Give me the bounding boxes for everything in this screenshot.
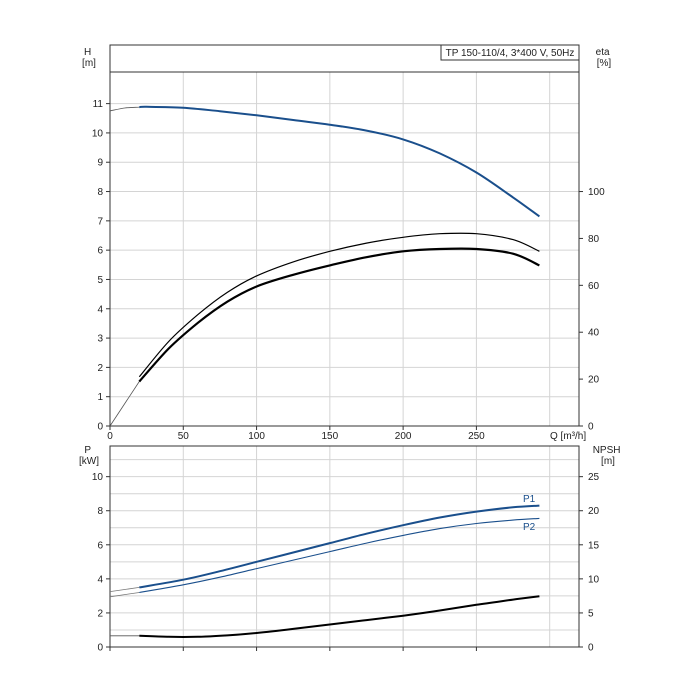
- p2-curve-extension: [109, 592, 140, 598]
- p-axis-tick-label: 8: [97, 506, 103, 517]
- q-axis-tick-label: 250: [468, 431, 485, 442]
- top-chart-series: [109, 105, 540, 427]
- eta-axis-tick-label: 60: [588, 281, 600, 292]
- h-axis-tick-label: 9: [97, 158, 103, 169]
- eta-axis-label-line1: eta: [596, 47, 610, 58]
- top-chart-frame: [109, 44, 580, 427]
- npsh-curve: [139, 595, 540, 638]
- p1-curve: [139, 504, 540, 589]
- p-axis-tick-label: 10: [92, 472, 104, 483]
- eta-curve-pump: [138, 232, 540, 378]
- h-curve: [139, 105, 540, 218]
- h-axis-tick-label: 0: [97, 422, 103, 433]
- eta-axis-tick-label: 20: [588, 375, 600, 386]
- h-axis-tick-label: 6: [97, 246, 103, 257]
- p-axis-tick-label: 0: [97, 643, 103, 654]
- npsh-axis-tick-label: 10: [588, 574, 600, 585]
- npsh-axis-tick-label: 5: [588, 608, 594, 619]
- h-axis-tick-label: 4: [97, 304, 103, 315]
- h-axis-label: H [m]: [82, 47, 96, 69]
- eta-axis-tick-label: 80: [588, 234, 600, 245]
- p2-curve: [139, 517, 540, 594]
- chart-title: TP 150-110/4, 3*400 V, 50Hz: [446, 48, 575, 59]
- bottom-chart-grid: [110, 446, 579, 647]
- p-axis-tick-label: 4: [97, 574, 103, 585]
- eta-axis-label: eta [%]: [596, 47, 613, 69]
- q-axis-tick-label: 200: [395, 431, 412, 442]
- h-axis-tick-label: 7: [97, 216, 103, 227]
- eta-axis-label-line2: [%]: [597, 58, 612, 69]
- h-axis-tick-label: 2: [97, 363, 103, 374]
- eta-axis-tick-label: 40: [588, 328, 600, 339]
- h-axis-tick-label: 11: [93, 99, 104, 110]
- bottom-chart-frame: [109, 445, 580, 648]
- h-axis-tick-label: 10: [92, 128, 104, 139]
- eta-curve-total: [138, 247, 540, 383]
- p1-curve-extension: [109, 587, 140, 592]
- npsh-axis-tick-label: 20: [588, 506, 600, 517]
- bottom-chart-ticks: 0 2 4 6 8 10 0 5 10 15 20 25: [92, 472, 600, 653]
- h-axis-label-line2: [m]: [82, 58, 96, 69]
- npsh-axis-label-line2: [m]: [601, 456, 615, 467]
- top-chart-ticks: 0 1 2 3 4 5 6 7 8 9 10 11 0 20 40 60 80 100 0 50 100 150 200 25…: [92, 99, 605, 442]
- p-axis-label: P [kW]: [79, 445, 99, 467]
- p-axis-label-line1: P: [84, 445, 91, 456]
- q-axis-tick-label: 150: [322, 431, 339, 442]
- h-axis-tick-label: 8: [97, 187, 103, 198]
- h-axis-tick-label: 5: [97, 275, 103, 286]
- h-axis-tick-label: 1: [97, 392, 103, 403]
- top-chart-grid: [110, 72, 579, 426]
- q-axis-tick-label: 0: [107, 431, 113, 442]
- h-curve-extension: [109, 106, 140, 112]
- q-axis-label: Q [m³/h]: [550, 431, 586, 442]
- bottom-chart-series: [109, 504, 540, 638]
- p-axis-label-line2: [kW]: [79, 456, 99, 467]
- p1-series-label: P1: [523, 494, 536, 505]
- h-axis-label-line1: H: [84, 47, 91, 58]
- p-axis-tick-label: 6: [97, 540, 103, 551]
- eta-axis-tick-label: 100: [588, 187, 605, 198]
- q-axis-tick-label: 50: [178, 431, 190, 442]
- eta-axis-tick-label: 0: [588, 422, 594, 433]
- q-axis-tick-label: 100: [248, 431, 265, 442]
- title-box: [440, 44, 580, 61]
- p2-series-label: P2: [523, 522, 536, 533]
- npsh-axis-tick-label: 15: [588, 540, 600, 551]
- npsh-axis-tick-label: 25: [588, 472, 600, 483]
- h-axis-tick-label: 3: [97, 334, 103, 345]
- npsh-axis-label-line1: NPSH: [593, 445, 621, 456]
- npsh-axis-label: NPSH [m]: [593, 445, 624, 467]
- p-axis-tick-label: 2: [97, 608, 103, 619]
- npsh-axis-tick-label: 0: [588, 643, 594, 654]
- eta-curve-extension: [109, 381, 140, 427]
